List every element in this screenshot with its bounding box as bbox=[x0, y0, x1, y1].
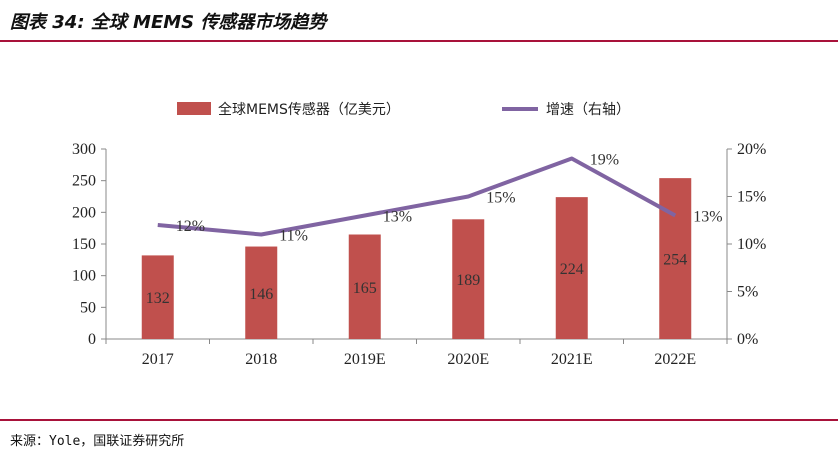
growth-point-label: 12% bbox=[176, 218, 205, 235]
left-tick-label: 300 bbox=[72, 141, 96, 158]
left-tick-label: 100 bbox=[72, 268, 96, 285]
bar-value-label: 189 bbox=[456, 272, 480, 289]
growth-point-label: 11% bbox=[279, 228, 308, 245]
x-tick-label: 2017 bbox=[142, 351, 174, 368]
growth-point-label: 13% bbox=[693, 209, 722, 226]
bar-value-label: 146 bbox=[249, 286, 273, 303]
figure-title: 图表 34: 全球 MEMS 传感器市场趋势 bbox=[10, 12, 327, 33]
right-tick-label: 0% bbox=[737, 331, 758, 348]
left-tick-label: 250 bbox=[72, 173, 96, 190]
bar-value-label: 224 bbox=[560, 261, 584, 278]
x-tick-label: 2022E bbox=[654, 351, 696, 368]
x-tick-label: 2021E bbox=[551, 351, 593, 368]
right-tick-label: 20% bbox=[737, 141, 766, 158]
left-tick-label: 50 bbox=[80, 299, 96, 316]
growth-point-label: 13% bbox=[383, 209, 412, 226]
bar-value-label: 132 bbox=[146, 290, 170, 307]
bar bbox=[452, 219, 485, 339]
growth-line bbox=[157, 156, 677, 237]
bar bbox=[348, 234, 381, 339]
legend-line-label: 增速（右轴） bbox=[546, 102, 630, 118]
left-tick-label: 0 bbox=[88, 331, 96, 348]
left-tick-label: 150 bbox=[72, 236, 96, 253]
right-tick-label: 10% bbox=[737, 236, 766, 253]
mems-market-chart: 全球MEMS传感器（亿美元） 增速（右轴） 0 50 100 150 200 250 300 0%… bbox=[72, 101, 766, 368]
x-tick-label: 2020E bbox=[447, 351, 489, 368]
growth-point-label: 15% bbox=[486, 190, 515, 207]
bar-value-label: 254 bbox=[663, 252, 687, 269]
bar bbox=[245, 246, 278, 339]
legend-bar-label: 全球MEMS传感器（亿美元） bbox=[218, 101, 400, 118]
right-tick-label: 5% bbox=[737, 284, 758, 301]
growth-point-label: 19% bbox=[590, 152, 619, 169]
legend-bar-swatch bbox=[177, 102, 211, 115]
right-tick-label: 15% bbox=[737, 189, 766, 206]
bar bbox=[555, 197, 588, 339]
left-tick-label: 200 bbox=[72, 204, 96, 221]
top-divider bbox=[0, 40, 838, 42]
x-tick-label: 2019E bbox=[344, 351, 386, 368]
figure-header: 图表 34: 全球 MEMS 传感器市场趋势 bbox=[0, 0, 838, 44]
x-tick-label: 2018 bbox=[245, 351, 277, 368]
bar bbox=[659, 178, 692, 339]
bar bbox=[141, 255, 174, 339]
bar-value-label: 165 bbox=[353, 280, 377, 297]
source-note: 来源：Yole，国联证券研究所 bbox=[10, 434, 185, 449]
bottom-divider bbox=[0, 419, 838, 421]
